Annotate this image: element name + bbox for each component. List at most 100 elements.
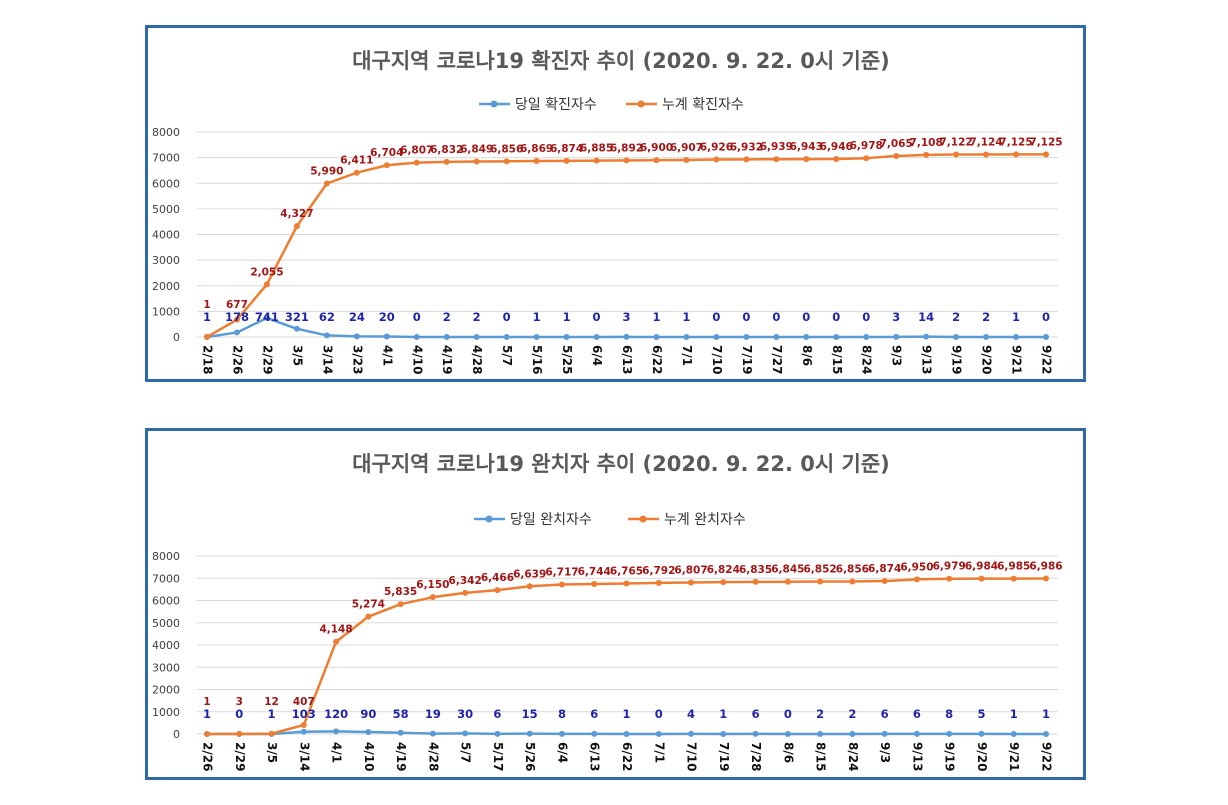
x-tick-label: 2/29 [233,742,247,771]
cumulative-data-label: 6,874 [868,563,901,575]
x-tick-label: 7/1 [680,345,694,366]
cumulative-point [563,157,570,164]
daily-point [333,728,340,735]
legend-cumulative-marker [639,515,647,523]
daily-point [688,730,695,737]
cumulative-data-label: 6,907 [670,142,703,154]
daily-data-label: 0 [1042,310,1050,324]
x-tick-label: 9/20 [980,345,994,374]
legend-daily-marker [485,515,493,523]
daily-data-label: 0 [235,707,243,721]
cumulative-point [913,576,920,583]
daily-data-label: 62 [319,310,335,324]
daily-point [233,329,240,336]
cumulative-point [593,157,600,164]
cumulative-point [365,613,372,620]
daily-point [713,334,720,340]
x-tick-label: 4/19 [394,742,408,771]
cumulative-point [849,578,856,585]
daily-data-label: 321 [285,310,309,324]
cumulative-data-label: 6,892 [610,142,643,154]
cumulative-data-label: 6,932 [730,141,763,153]
cumulative-point [655,579,662,586]
cumulative-data-label: 6,717 [545,567,578,579]
daily-data-label: 0 [784,707,792,721]
x-tick-label: 4/1 [330,742,344,763]
x-tick-label: 9/20 [975,742,989,771]
daily-data-label: 0 [772,310,780,324]
y-tick-label: 5000 [152,203,180,216]
cumulative-data-label: 2,055 [250,266,283,278]
cumulative-point [817,578,824,585]
daily-data-label: 2 [443,310,451,324]
daily-point [849,730,856,737]
daily-point [293,325,300,332]
cumulative-data-label: 6,856 [836,563,869,575]
daily-point [773,334,780,340]
cumulative-data-label: 12 [264,696,279,708]
daily-data-label: 6 [590,707,598,721]
daily-point [558,730,565,737]
cumulative-point [204,333,210,340]
cumulative-data-label: 6,978 [850,140,883,152]
daily-point [893,333,900,340]
chart-legend: 당일 확진자수 누계 확진자수 [479,97,744,113]
cumulative-data-label: 6,807 [400,145,433,157]
y-tick-label: 4000 [152,229,180,242]
cumulative-data-label: 6,900 [640,142,673,154]
cumulative-point [494,587,501,594]
cumulative-point [623,157,630,164]
daily-data-label: 0 [712,310,720,324]
cumulative-point [293,223,300,230]
cumulative-point [268,730,275,737]
cumulative-point [526,583,533,590]
y-tick-label: 3000 [152,254,180,267]
cumulative-point [397,601,404,608]
daily-data-label: 1 [622,707,630,721]
cumulative-point [653,157,660,164]
cumulative-point [713,156,720,163]
daily-data-label: 1 [719,707,727,721]
daily-point [653,333,660,340]
y-tick-label: 2000 [152,280,180,293]
x-tick-label: 3/5 [290,345,304,366]
chart-title: 대구지역 코로나19 완치자 추이 (2020. 9. 22. 0시 기준) [352,452,890,476]
cumulative-point [1010,575,1017,582]
cumulative-data-label: 6,845 [771,564,804,576]
y-tick-label: 1000 [152,706,180,719]
legend-daily-label: 당일 완치자수 [510,512,592,528]
daily-data-label: 120 [324,707,348,721]
x-tick-label: 3/5 [265,742,279,763]
daily-point [462,730,469,737]
daily-point [563,333,570,340]
cumulative-data-label: 6,874 [550,143,583,155]
x-tick-label: 2/18 [201,345,215,374]
daily-point [1010,730,1017,737]
cumulative-point [881,578,888,585]
daily-point [443,333,450,340]
daily-data-label: 1 [563,310,571,324]
daily-data-label: 2 [473,310,481,324]
cumulative-data-label: 7,065 [880,138,913,150]
x-tick-label: 8/15 [830,345,844,374]
cumulative-data-label: 6,856 [490,143,523,155]
cumulative-point [803,156,810,163]
cumulative-point [893,152,900,159]
cumulative-data-label: 6,939 [760,141,793,153]
daily-point [263,315,270,322]
x-tick-label: 9/19 [950,345,964,374]
x-tick-label: 4/1 [380,345,394,366]
cumulative-data-label: 6,807 [674,565,707,577]
daily-data-label: 4 [687,707,695,721]
cumulative-point [353,169,360,176]
cumulative-data-label: 6,950 [900,561,933,573]
x-tick-label: 8/24 [846,742,860,771]
x-tick-label: 4/28 [470,345,484,374]
x-tick-label: 6/4 [590,345,604,366]
daily-data-label: 19 [425,707,441,721]
daily-point [591,730,598,737]
y-tick-label: 6000 [152,177,180,190]
y-tick-label: 2000 [152,684,180,697]
